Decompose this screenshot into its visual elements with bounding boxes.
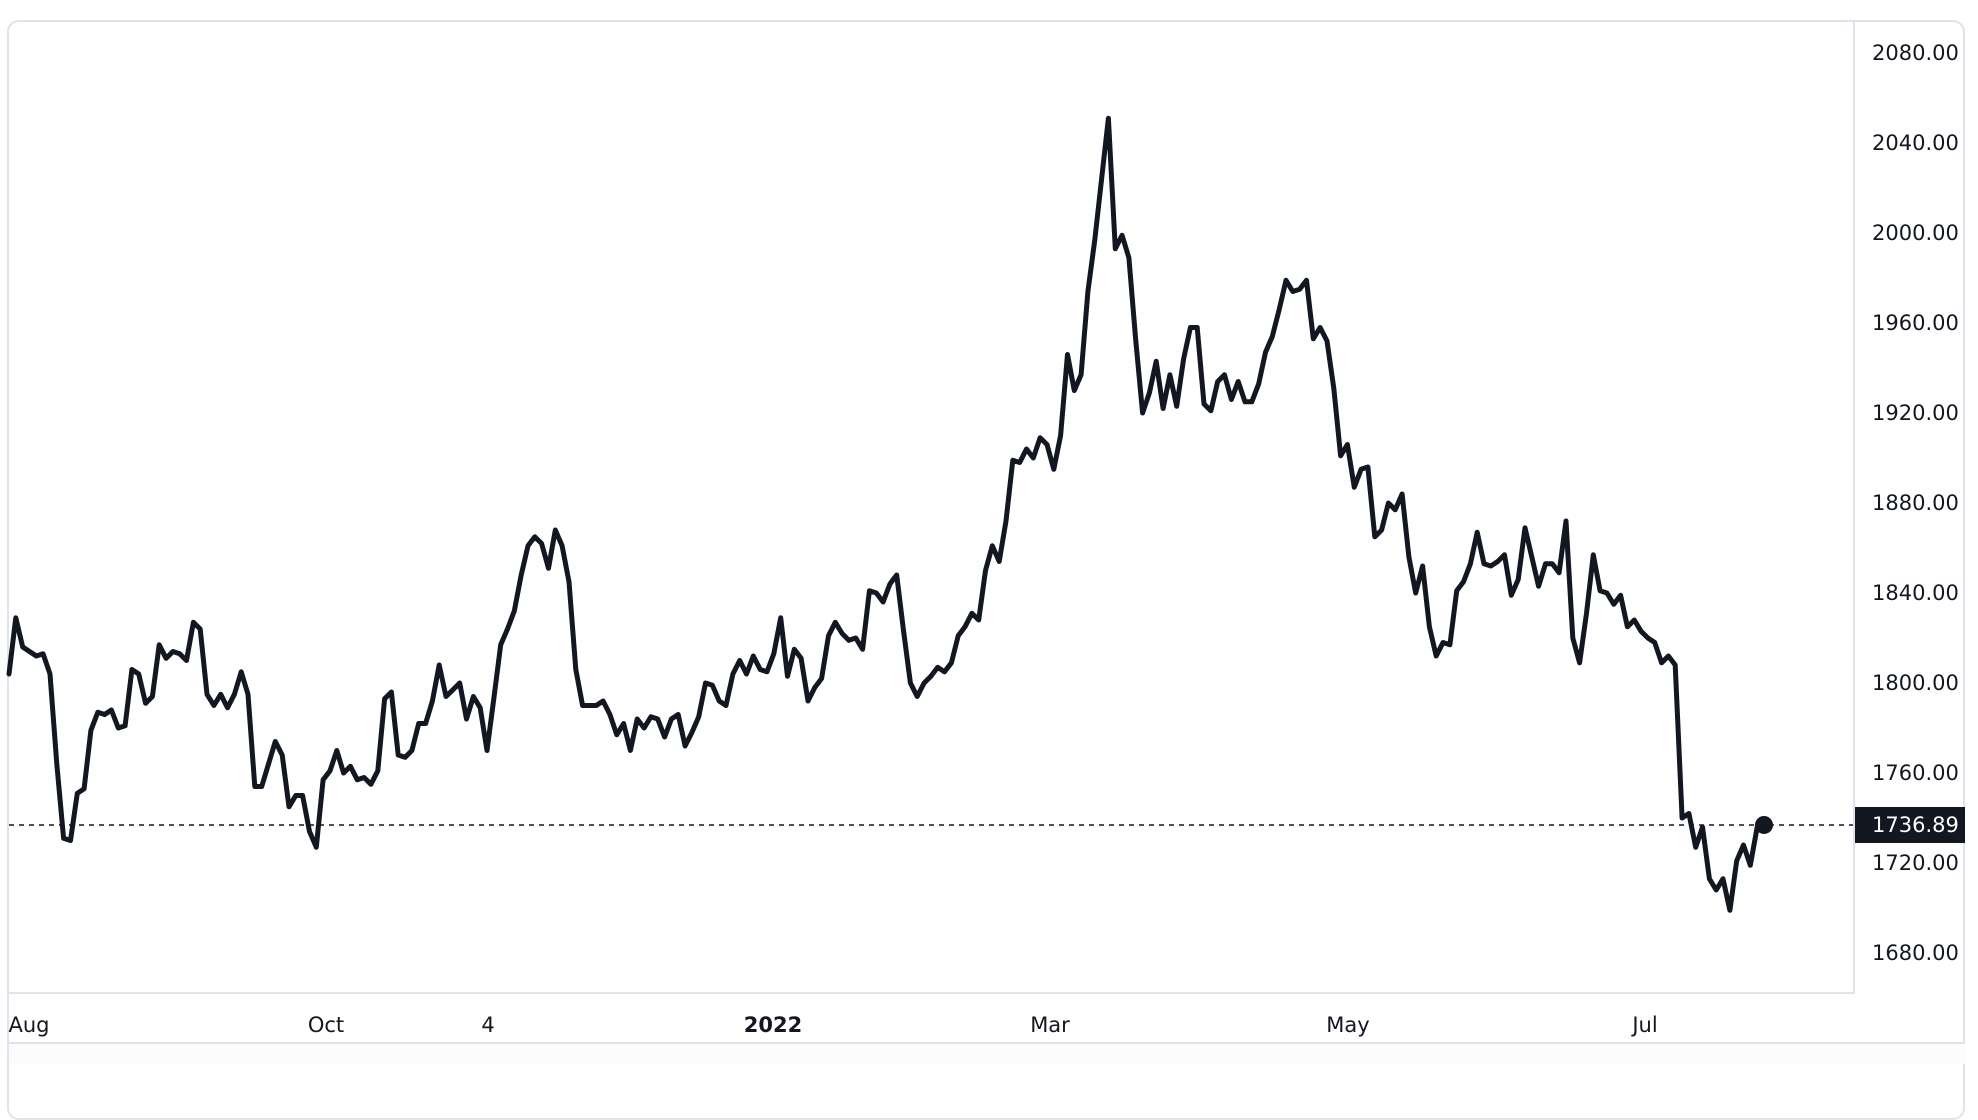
price-tick-label: 1720.00 xyxy=(1872,851,1959,875)
price-tick-label: 1960.00 xyxy=(1872,311,1959,335)
time-tick-label: 4 xyxy=(481,1013,495,1037)
price-tick-label: 1840.00 xyxy=(1872,581,1959,605)
time-tick-label: May xyxy=(1326,1013,1370,1037)
time-axis-bottom-border xyxy=(9,1042,1965,1044)
last-price-label: 1736.89 xyxy=(1855,806,1965,843)
time-tick-label: Aug xyxy=(8,1013,50,1037)
last-price-dot xyxy=(1755,815,1773,834)
time-tick-label: 2022 xyxy=(743,1013,803,1037)
price-line xyxy=(6,115,1767,913)
time-tick-label: Mar xyxy=(1030,1013,1070,1037)
price-axis-divider xyxy=(1853,22,1855,994)
time-tick-label: Jul xyxy=(1632,1013,1658,1037)
bottom-strip xyxy=(9,1044,1965,1064)
price-tick-label: 1760.00 xyxy=(1872,761,1959,785)
time-tick-label: Oct xyxy=(307,1013,345,1037)
price-tick-label: 1680.00 xyxy=(1872,941,1959,965)
price-tick-label: 1920.00 xyxy=(1872,401,1959,425)
price-chart-plot[interactable] xyxy=(0,0,1978,1062)
price-tick-label: 2040.00 xyxy=(1872,131,1959,155)
price-tick-label: 2000.00 xyxy=(1872,221,1959,245)
price-tick-label: 1880.00 xyxy=(1872,491,1959,515)
price-tick-label: 2080.00 xyxy=(1872,41,1959,65)
time-axis-divider xyxy=(9,992,1855,994)
price-tick-label: 1800.00 xyxy=(1872,671,1959,695)
